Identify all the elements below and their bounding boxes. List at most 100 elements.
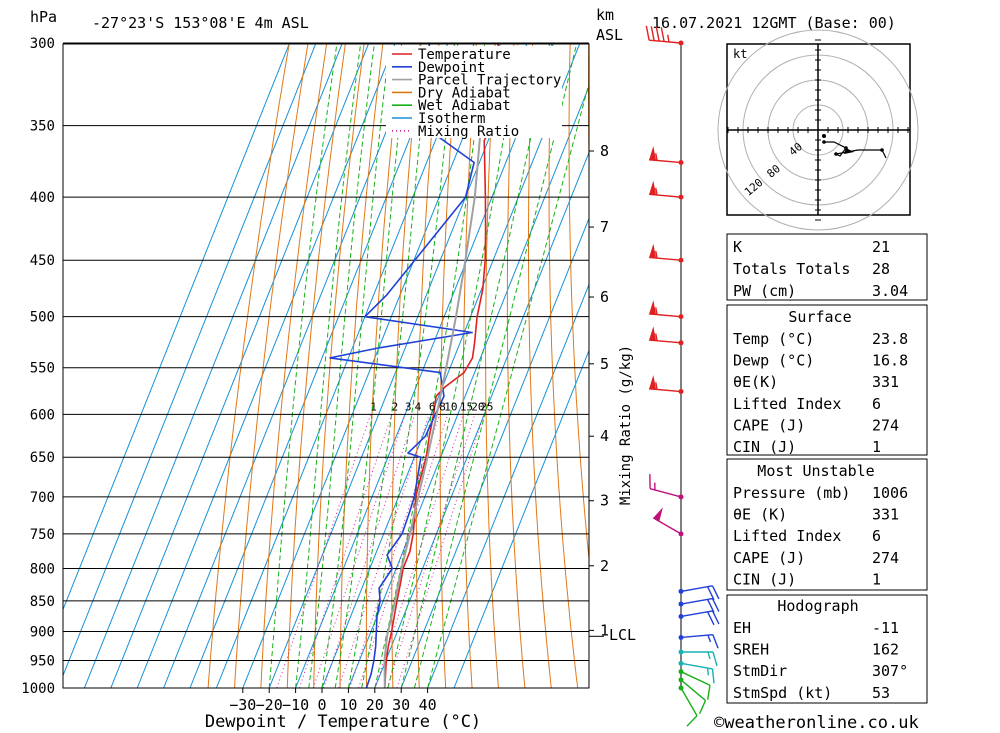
surface-row-value: 6 <box>872 395 881 413</box>
dry-adiabat-line <box>548 44 579 688</box>
mixing-ratio-label: 8 <box>439 400 446 413</box>
wind-barb-pennant <box>653 507 663 522</box>
wind-barb-staff <box>649 313 682 318</box>
mixing-ratio-label: 15 <box>460 400 473 413</box>
legend-label: Dewpoint <box>418 60 485 76</box>
isotherm-line <box>400 217 589 688</box>
wind-barb-staff <box>680 610 713 618</box>
km-tick-label: 6 <box>600 288 609 306</box>
indices-row-label: K <box>733 238 742 256</box>
wind-barb <box>678 669 711 700</box>
pressure-tick-label: 350 <box>30 119 55 135</box>
pressure-tick-label: 950 <box>30 654 55 670</box>
wind-barb <box>678 597 720 613</box>
wind-barb-staff <box>680 671 711 686</box>
hodograph-trace <box>824 141 887 159</box>
wet-adiabat-line <box>427 81 589 688</box>
copyright-label: ©weatheronline.co.uk <box>714 713 919 733</box>
pressure-tick-label: 500 <box>30 310 55 326</box>
wind-barb-flag <box>660 27 665 42</box>
hodograph-params-table: Hodograph EH -11 SREH 162 StmDir 307° StmSpd (… <box>726 594 928 704</box>
wind-barb-staff <box>649 39 682 44</box>
pressure-tick-label: 800 <box>30 561 55 577</box>
wind-barb-pennant <box>649 375 657 390</box>
surface-row-label: θE(K) <box>733 373 778 391</box>
dry-adiabat-line <box>365 44 403 688</box>
wind-barb <box>649 300 684 320</box>
wind-barb-half-flag <box>707 634 712 643</box>
wind-barb <box>678 633 719 649</box>
wind-barb-flag <box>707 685 711 700</box>
isotherm-line <box>163 44 422 688</box>
isotherm-line <box>83 44 343 688</box>
mixing-ratio-axis-title: Mixing Ratio (g/kg) <box>618 345 634 505</box>
wind-barb-staff <box>680 597 713 605</box>
wind-barb-half-flag <box>666 34 670 43</box>
wind-barb <box>649 243 684 263</box>
wind-barb-half-flag <box>655 382 658 390</box>
wind-barb-half-flag <box>655 250 658 259</box>
plot-frame <box>62 43 590 689</box>
isotherm-line <box>453 349 589 688</box>
wind-barb-staff <box>649 193 682 198</box>
wet-adiabat-line <box>400 44 551 688</box>
mixing-ratio-label: 1 <box>370 400 377 413</box>
wind-barb-staff <box>649 159 682 164</box>
pressure-tick-label: 900 <box>30 625 55 641</box>
km-tick-label: 7 <box>600 218 609 236</box>
wind-barb-pennant <box>649 146 657 161</box>
wind-barb <box>678 685 698 727</box>
wind-barb-flag <box>706 599 715 613</box>
wet-adiabat-line <box>413 44 578 688</box>
mixing-ratio-label: 10 <box>444 400 457 413</box>
wind-barb-flag <box>711 668 715 684</box>
pressure-tick-label: 400 <box>30 190 55 206</box>
surface-title: Surface <box>788 308 851 326</box>
hodograph-params-row-value: 162 <box>872 641 899 659</box>
wind-barb <box>678 649 718 667</box>
wind-barb <box>649 326 684 346</box>
wind-barb <box>678 660 715 684</box>
wind-barb-flag <box>712 651 718 667</box>
legend-label: Mixing Ratio <box>418 124 519 140</box>
wind-barb-staff <box>649 339 682 344</box>
surface-row-label: CIN (J) <box>733 438 796 456</box>
dry-adiabat-line <box>234 44 309 688</box>
wind-barb-flag <box>698 700 707 715</box>
most-unstable-table: Most Unstable Pressure (mb) 1006 θE (K) 331… <box>726 458 928 591</box>
most-unstable-row-label: CIN (J) <box>733 570 796 588</box>
wind-barb-pennant <box>649 326 657 341</box>
hodograph-point <box>822 140 826 144</box>
legend-label: Parcel Trajectory <box>418 73 561 89</box>
isotherm-line <box>63 44 317 677</box>
mixing-ratio-label: 4 <box>415 400 422 413</box>
hodograph-params-row-label: StmSpd (kt) <box>733 684 832 702</box>
indices-table: K 21 Totals Totals 28 PW (cm) 3.04 <box>726 233 928 301</box>
dry-adiabat-line <box>462 44 477 688</box>
wind-barb <box>678 610 720 626</box>
wind-barb-flag <box>650 26 655 41</box>
isotherm-line <box>110 44 369 688</box>
dry-adiabat-line <box>645 36 710 688</box>
wind-barb-staff <box>680 662 713 670</box>
wind-barb-half-flag <box>655 307 658 315</box>
wind-barb-pennant <box>649 180 657 195</box>
dry-adiabat-line <box>439 44 459 688</box>
mixing-ratio-label: 3 <box>405 400 412 413</box>
wind-barb <box>652 507 684 537</box>
hodograph-unit: kt <box>733 47 747 61</box>
wind-barb-flag <box>711 610 720 625</box>
mixing-ratio-line <box>358 414 449 688</box>
indices-row-value: 3.04 <box>872 282 908 300</box>
series-parcel-trajectory <box>383 60 487 688</box>
most-unstable-row-label: θE (K) <box>733 506 787 524</box>
wind-barb-staff <box>680 585 713 593</box>
wind-barb-staff <box>680 687 698 717</box>
wet-adiabat-line <box>268 44 338 688</box>
temperature-tick-label: 30 <box>392 696 410 714</box>
km-axis: 8 7 6 5 4 3 2 1 <box>589 142 609 639</box>
temperature-tick-label: 10 <box>339 696 357 714</box>
legend-label: Temperature <box>418 47 511 63</box>
